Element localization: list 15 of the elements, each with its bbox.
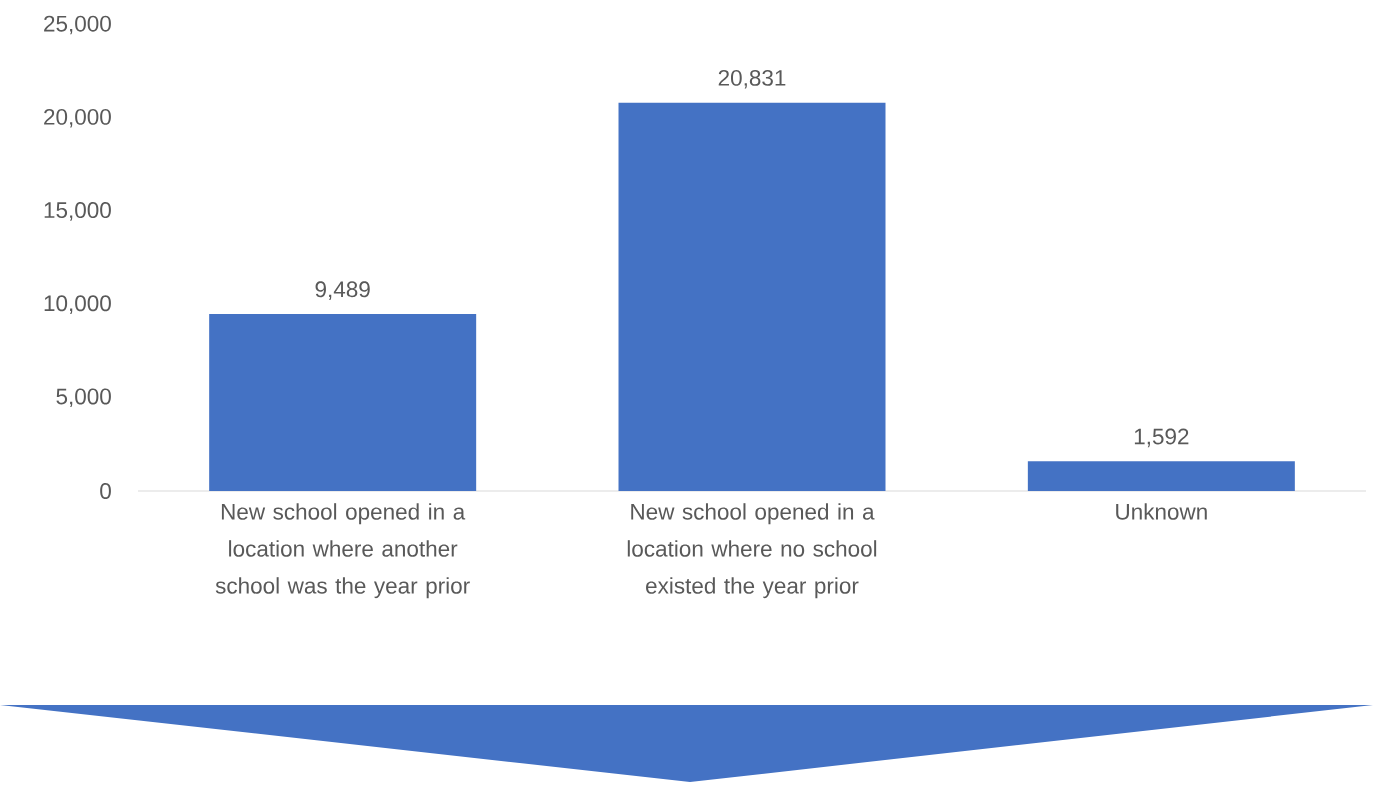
x-tick-label: New school opened in a location where no school existed the year prior bbox=[627, 503, 877, 599]
y-tick-label: 15,000 bbox=[44, 202, 111, 221]
x-tick-label: Unknown bbox=[1116, 503, 1207, 520]
bar bbox=[209, 314, 477, 491]
y-tick-label: 10,000 bbox=[44, 295, 111, 314]
bar bbox=[1027, 461, 1295, 491]
data-label: 1,592 bbox=[1134, 428, 1189, 448]
y-tick-label: 20,000 bbox=[44, 108, 111, 128]
y-tick-label: 5,000 bbox=[56, 388, 111, 408]
data-label: 20,831 bbox=[718, 69, 786, 89]
y-tick-label: 25,000 bbox=[44, 15, 111, 35]
bar bbox=[618, 102, 886, 491]
y-tick-label: 0 bbox=[100, 483, 111, 499]
x-tick-label: New school opened in a location where another school was the year prior bbox=[215, 503, 470, 599]
data-label: 9,489 bbox=[315, 281, 370, 300]
